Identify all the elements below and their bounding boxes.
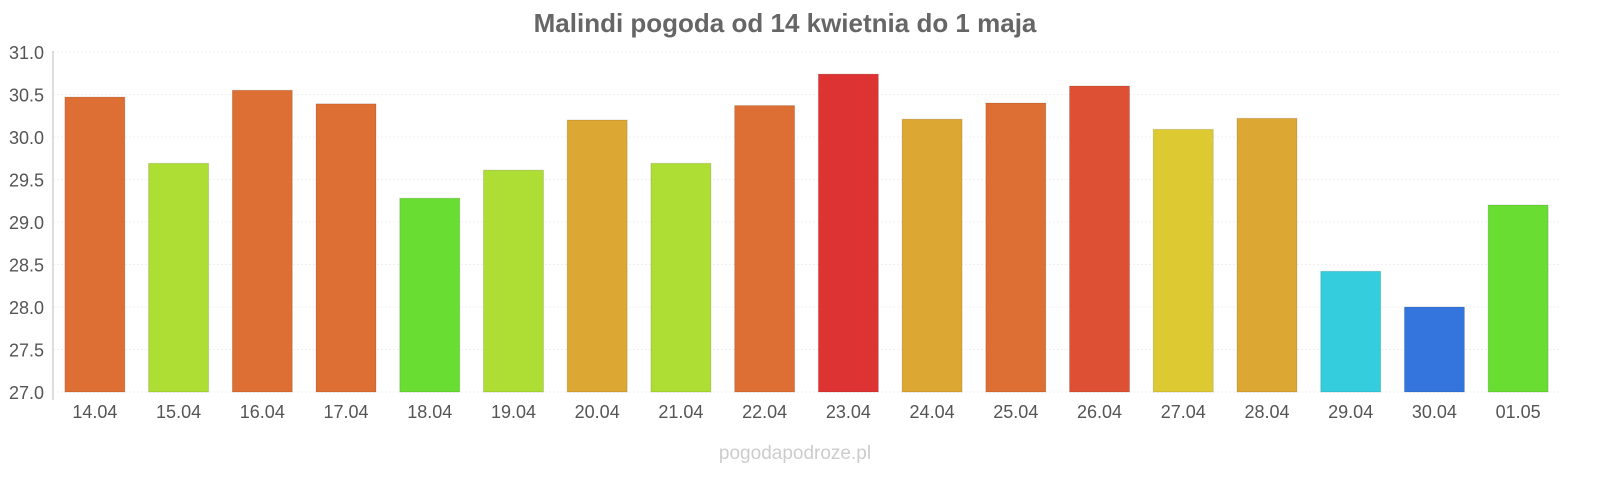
bar-28.04: [1236, 117, 1298, 393]
bar-14.04: [64, 96, 126, 393]
y-tick-label: 27.0: [9, 383, 44, 403]
x-tick-label: 28.04: [1244, 402, 1289, 422]
bar-29.04: [1320, 270, 1382, 393]
bar-01.05: [1487, 204, 1549, 393]
y-tick-label: 30.5: [9, 86, 44, 106]
x-tick-label: 19.04: [491, 402, 536, 422]
bar-18.04: [399, 197, 461, 393]
x-tick-label: 18.04: [407, 402, 452, 422]
x-tick-label: 26.04: [1077, 402, 1122, 422]
bar-19.04: [482, 169, 544, 393]
x-tick-label: 17.04: [324, 402, 369, 422]
x-tick-label: 29.04: [1328, 402, 1373, 422]
x-tick-label: 15.04: [156, 402, 201, 422]
watermark: pogodapodroze.pl: [719, 443, 871, 464]
x-tick-label: 25.04: [993, 402, 1038, 422]
bar-26.04: [1069, 85, 1131, 393]
y-tick-label: 31.0: [9, 43, 44, 63]
bar-23.04: [817, 73, 879, 393]
x-tick-label: 16.04: [240, 402, 285, 422]
x-tick-label: 30.04: [1412, 402, 1457, 422]
x-tick-label: 14.04: [72, 402, 117, 422]
bar-27.04: [1152, 128, 1214, 393]
x-tick-label: 01.05: [1496, 402, 1541, 422]
bar-30.04: [1403, 306, 1465, 393]
bar-20.04: [566, 119, 628, 393]
x-tick-label: 23.04: [826, 402, 871, 422]
bar-15.04: [148, 162, 210, 393]
y-tick-label: 28.0: [9, 298, 44, 318]
bar-24.04: [901, 118, 963, 393]
x-tick-label: 24.04: [910, 402, 955, 422]
y-tick-label: 29.0: [9, 213, 44, 233]
x-tick-label: 21.04: [658, 402, 703, 422]
chart-title: Malindi pogoda od 14 kwietnia do 1 maja: [534, 8, 1037, 38]
y-tick-label: 28.5: [9, 256, 44, 276]
bar-22.04: [734, 105, 796, 393]
y-tick-label: 29.5: [9, 171, 44, 191]
x-tick-label: 27.04: [1161, 402, 1206, 422]
bar-17.04: [315, 103, 377, 393]
x-tick-label: 20.04: [575, 402, 620, 422]
x-tick-label: 22.04: [742, 402, 787, 422]
bar-21.04: [650, 162, 712, 393]
y-tick-label: 27.5: [9, 341, 44, 361]
bar-25.04: [985, 102, 1047, 393]
bar-16.04: [231, 89, 293, 393]
y-tick-label: 30.0: [9, 128, 44, 148]
